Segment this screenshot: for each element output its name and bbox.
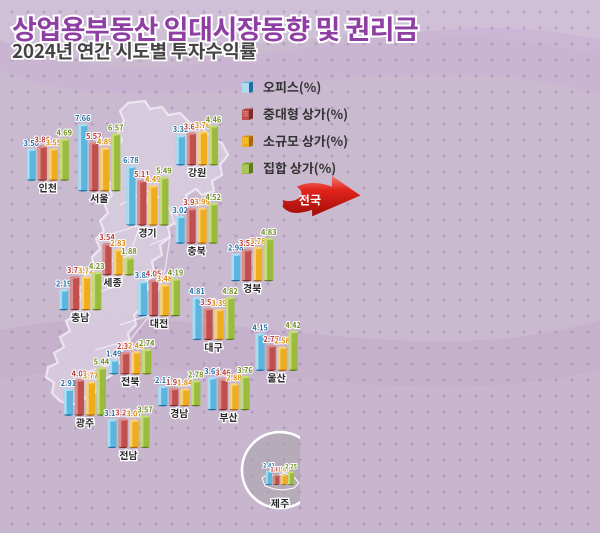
svg-text:4.19: 4.19 [168, 267, 183, 278]
svg-text:4.69: 4.69 [57, 128, 72, 139]
svg-text:4.83: 4.83 [261, 227, 276, 238]
svg-text:세종: 세종 [103, 274, 121, 289]
svg-text:부산: 부산 [219, 409, 237, 424]
svg-text:4.81: 4.81 [189, 286, 204, 297]
svg-text:4.46: 4.46 [206, 114, 222, 125]
svg-text:2.19: 2.19 [56, 278, 71, 289]
svg-text:3.76: 3.76 [237, 365, 253, 376]
svg-text:4.89: 4.89 [97, 137, 112, 148]
svg-text:4.42: 4.42 [285, 320, 300, 331]
svg-text:3.77: 3.77 [83, 370, 98, 381]
svg-text:2.58: 2.58 [274, 336, 290, 347]
svg-text:4.52: 4.52 [205, 192, 220, 203]
svg-text:광주: 광주 [76, 415, 94, 430]
svg-text:1.88: 1.88 [121, 246, 137, 257]
svg-text:7.66: 7.66 [75, 113, 91, 124]
svg-text:대구: 대구 [204, 339, 222, 354]
svg-text:서울: 서울 [90, 190, 108, 205]
svg-text:2.91: 2.91 [61, 378, 76, 389]
svg-text:3.39: 3.39 [211, 298, 226, 309]
svg-text:대전: 대전 [150, 315, 168, 330]
svg-text:4.15: 4.15 [252, 322, 267, 333]
svg-text:충북: 충북 [187, 243, 205, 258]
svg-text:전국: 전국 [299, 191, 321, 208]
svg-text:경북: 경북 [243, 280, 261, 295]
svg-text:5.44: 5.44 [94, 356, 110, 367]
svg-text:충남: 충남 [71, 309, 90, 324]
svg-text:울산: 울산 [267, 370, 285, 385]
svg-text:2.25: 2.25 [285, 462, 297, 470]
svg-text:3.57: 3.57 [137, 404, 152, 415]
svg-text:3.55: 3.55 [46, 137, 61, 148]
svg-text:전북: 전북 [121, 373, 139, 388]
svg-text:4.23: 4.23 [89, 261, 104, 272]
svg-text:경기: 경기 [138, 224, 156, 239]
svg-text:2.78: 2.78 [188, 369, 204, 380]
svg-text:인천: 인천 [39, 180, 57, 195]
svg-text:6.78: 6.78 [123, 155, 139, 166]
svg-text:4.82: 4.82 [222, 286, 237, 297]
svg-text:6.57: 6.57 [108, 122, 123, 133]
svg-text:5.49: 5.49 [156, 166, 171, 177]
svg-text:전남: 전남 [119, 447, 138, 462]
svg-text:2.74: 2.74 [139, 338, 155, 349]
svg-text:강원: 강원 [188, 164, 206, 179]
svg-text:경남: 경남 [170, 405, 189, 420]
